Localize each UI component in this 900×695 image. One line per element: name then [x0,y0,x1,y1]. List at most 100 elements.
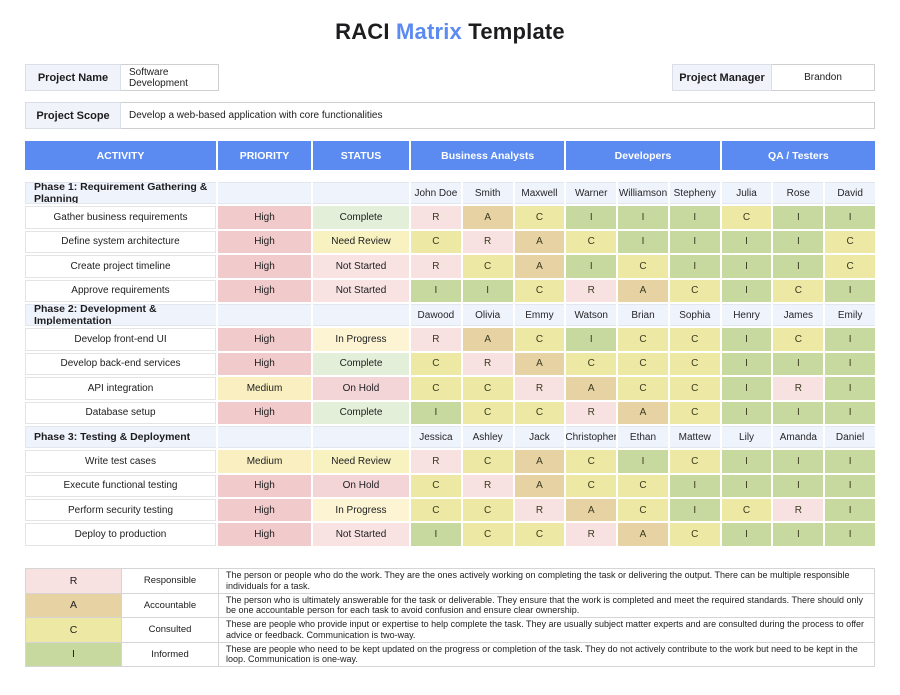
raci-cell[interactable]: A [462,206,513,229]
raci-cell[interactable]: C [669,377,720,400]
raci-cell[interactable]: I [825,377,875,400]
priority-cell[interactable]: Medium [218,450,311,473]
raci-cell[interactable]: C [566,352,617,376]
raci-cell[interactable]: A [514,450,565,473]
member-name-cell[interactable]: Jack [514,425,565,449]
project-name-value[interactable]: Software Development [121,64,219,91]
raci-cell[interactable]: A [566,499,617,522]
phase-title-cell[interactable]: Phase 1: Requirement Gathering & Plannin… [25,182,216,205]
raci-cell[interactable]: R [462,474,513,498]
raci-cell[interactable]: I [669,255,720,278]
status-cell[interactable]: On Hold [313,474,409,498]
raci-cell[interactable]: C [514,523,565,546]
priority-cell[interactable]: High [218,523,311,546]
raci-cell[interactable]: R [566,401,617,424]
raci-cell[interactable]: I [825,523,875,546]
phase-title-cell[interactable]: Phase 2: Development & Implementation [25,303,216,327]
activity-cell[interactable]: API integration [25,377,216,400]
raci-cell[interactable]: I [618,230,668,254]
raci-cell[interactable]: A [514,255,565,278]
raci-cell[interactable]: C [618,352,668,376]
member-name-cell[interactable]: Maxwell [514,182,565,205]
raci-cell[interactable]: C [566,230,617,254]
raci-cell[interactable]: I [721,401,772,424]
priority-cell[interactable]: High [218,255,311,278]
member-name-cell[interactable]: Julia [721,182,772,205]
activity-cell[interactable]: Database setup [25,401,216,424]
member-name-cell[interactable]: Dawood [411,303,461,327]
raci-cell[interactable]: I [411,523,461,546]
member-name-cell[interactable]: Sophia [669,303,720,327]
raci-cell[interactable]: R [411,328,461,351]
raci-cell[interactable]: R [514,377,565,400]
status-cell[interactable]: Not Started [313,523,409,546]
raci-cell[interactable]: C [462,377,513,400]
raci-cell[interactable]: C [669,401,720,424]
priority-cell[interactable]: Medium [218,377,311,400]
raci-cell[interactable]: R [411,450,461,473]
raci-cell[interactable]: I [669,474,720,498]
status-cell[interactable]: Not Started [313,279,409,302]
activity-cell[interactable]: Approve requirements [25,279,216,302]
raci-cell[interactable]: I [773,523,824,546]
status-cell[interactable]: Need Review [313,450,409,473]
raci-cell[interactable]: C [825,230,875,254]
activity-cell[interactable]: Perform security testing [25,499,216,522]
raci-cell[interactable]: I [669,206,720,229]
raci-cell[interactable]: C [411,352,461,376]
member-name-cell[interactable]: Ashley [462,425,513,449]
raci-cell[interactable]: C [773,328,824,351]
member-name-cell[interactable]: James [773,303,824,327]
status-cell[interactable]: Complete [313,352,409,376]
raci-cell[interactable]: I [721,352,772,376]
raci-cell[interactable]: R [773,377,824,400]
status-cell[interactable]: Complete [313,206,409,229]
raci-cell[interactable]: C [773,279,824,302]
raci-cell[interactable]: C [462,450,513,473]
member-name-cell[interactable]: John Doe [411,182,461,205]
raci-cell[interactable]: C [462,255,513,278]
raci-cell[interactable]: I [411,279,461,302]
raci-cell[interactable]: A [514,352,565,376]
raci-cell[interactable]: A [462,328,513,351]
raci-cell[interactable]: R [411,206,461,229]
activity-cell[interactable]: Define system architecture [25,230,216,254]
raci-cell[interactable]: C [618,499,668,522]
priority-cell[interactable]: High [218,328,311,351]
raci-cell[interactable]: I [618,206,668,229]
raci-cell[interactable]: I [825,401,875,424]
raci-cell[interactable]: C [411,499,461,522]
raci-cell[interactable]: I [773,474,824,498]
raci-cell[interactable]: C [514,401,565,424]
activity-cell[interactable]: Gather business requirements [25,206,216,229]
raci-cell[interactable]: I [825,450,875,473]
member-name-cell[interactable]: Amanda [773,425,824,449]
raci-cell[interactable]: C [566,450,617,473]
status-cell[interactable]: On Hold [313,377,409,400]
status-cell[interactable]: Not Started [313,255,409,278]
raci-cell[interactable]: R [462,230,513,254]
raci-cell[interactable]: I [773,352,824,376]
status-cell[interactable]: Complete [313,401,409,424]
raci-cell[interactable]: I [669,499,720,522]
raci-cell[interactable]: I [773,206,824,229]
raci-cell[interactable]: I [825,474,875,498]
activity-cell[interactable]: Deploy to production [25,523,216,546]
phase-title-cell[interactable]: Phase 3: Testing & Deployment [25,425,216,449]
project-scope-value[interactable]: Develop a web-based application with cor… [121,102,875,129]
raci-cell[interactable]: C [669,523,720,546]
raci-cell[interactable]: I [721,230,772,254]
raci-cell[interactable]: C [618,255,668,278]
raci-cell[interactable]: I [773,401,824,424]
member-name-cell[interactable]: Daniel [825,425,875,449]
raci-cell[interactable]: C [462,499,513,522]
raci-cell[interactable]: I [462,279,513,302]
raci-cell[interactable]: I [773,255,824,278]
raci-cell[interactable]: I [825,279,875,302]
raci-cell[interactable]: I [566,328,617,351]
raci-cell[interactable]: C [514,279,565,302]
raci-cell[interactable]: C [514,328,565,351]
activity-cell[interactable]: Develop front-end UI [25,328,216,351]
member-name-cell[interactable]: Lily [721,425,772,449]
raci-cell[interactable]: I [618,450,668,473]
